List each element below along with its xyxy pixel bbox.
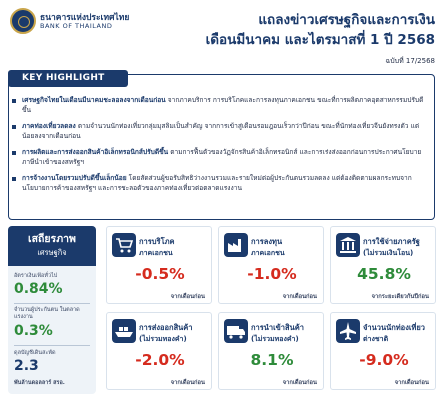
indicator-note: จากเดือนก่อน [282,380,317,386]
indicator-card-foreign-tourists: จำนวนนักท่องเที่ยว ต่างชาติ -9.0% จากเดื… [330,312,436,390]
indicator-card-exports: การส่งออกสินค้า (ไม่รวมทองคำ) -2.0% จากเ… [106,312,212,390]
indicator-card-private-investment: การลงทุน ภาคเอกชน -1.0% จากเดือนก่อน [218,226,324,304]
list-item: เศรษฐกิจไทยในเดือนมีนาคมชะลอลงจากเดือนก่… [12,96,428,115]
list-item: การจ้างงานโดยรวมปรับดีขึ้นเล็กน้อย โดยสั… [12,174,428,193]
report-header: ธนาคารแห่งประเทศไทย BANK OF THAILAND แถล… [0,0,443,72]
insured-workers-value: 0.3% [14,323,53,339]
key-highlight-heading: KEY HIGHLIGHT [8,70,128,87]
insured-workers-label: จำนวนผู้ประกันตน ในตลาดแรงงาน [14,307,80,320]
airplane-icon [336,319,360,343]
indicator-card-government-spending: การใช้จ่ายภาครัฐ (ไม่รวมเงินโอน) 45.8% จ… [330,226,436,304]
factory-icon [224,233,248,257]
divider [14,345,90,346]
indicator-note: จากเดือนก่อน [170,380,205,386]
divider [14,303,90,304]
indicator-card-imports: การนำเข้าสินค้า (ไม่รวมทองคำ) 8.1% จากเด… [218,312,324,390]
indicator-value: 45.8% [357,265,411,283]
stability-subtitle: เศรษฐกิจ [37,248,67,257]
container-truck-icon [224,319,248,343]
key-highlight-list: เศรษฐกิจไทยในเดือนมีนาคมชะลอลงจากเดือนก่… [12,96,428,200]
issue-number: ฉบับที่ 17/2568 [385,57,435,65]
list-item: ภาคท่องเที่ยวลดลง ตามจำนวนนักท่องเที่ยวก… [12,122,428,141]
stability-header: เสถียรภาพ เศรษฐกิจ [8,226,96,266]
shopping-cart-icon [112,233,136,257]
current-account-unit: พันล้านดอลลาร์ สรอ. [14,380,65,386]
government-building-icon [336,233,360,257]
list-item: การผลิตและการส่งออกสินค้าอิเล็กทรอนิกส์ป… [12,148,428,167]
bank-of-thailand-seal-icon [10,8,36,34]
indicator-card-private-consumption: การบริโภค ภาคเอกชน -0.5% จากเดือนก่อน [106,226,212,304]
indicator-value: -1.0% [247,265,297,283]
current-account-value: 2.3 [14,358,39,374]
current-account-label: ดุลบัญชีเดินสะพัด [14,350,56,356]
key-highlight-panel [8,74,435,220]
bank-name-thai: ธนาคารแห่งประเทศไทย [40,13,130,23]
report-subtitle: เดือนมีนาคม และไตรมาสที่ 1 ปี 2568 [205,32,435,48]
stability-body: อัตราเงินเฟ้อทั่วไป 0.84% จำนวนผู้ประกัน… [8,266,96,394]
cargo-ship-icon [112,319,136,343]
inflation-label: อัตราเงินเฟ้อทั่วไป [14,273,58,279]
indicator-note: จากเดือนก่อน [394,380,429,386]
indicator-value: -2.0% [135,351,185,369]
indicator-value: -0.5% [135,265,185,283]
indicator-note: จากระยะเดียวกันปีก่อน [371,294,429,300]
indicator-note: จากเดือนก่อน [282,294,317,300]
indicator-note: จากเดือนก่อน [170,294,205,300]
indicator-value: 8.1% [250,351,294,369]
report-title: แถลงข่าวเศรษฐกิจและการเงิน [258,12,435,28]
economic-stability-panel: เสถียรภาพ เศรษฐกิจ อัตราเงินเฟ้อทั่วไป 0… [8,226,96,394]
indicator-value: -9.0% [359,351,409,369]
stability-title: เสถียรภาพ [28,233,76,245]
bank-name-english: BANK OF THAILAND [40,22,113,30]
inflation-value: 0.84% [14,281,63,297]
